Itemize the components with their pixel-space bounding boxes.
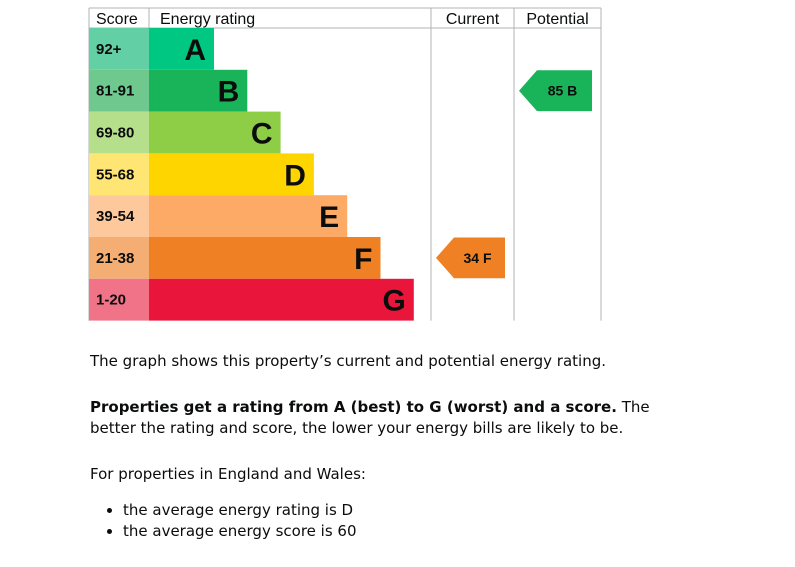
band-score-label: 55-68 (96, 166, 134, 183)
header-energy-rating: Energy rating (160, 11, 255, 28)
chart-description: The graph shows this property’s current … (90, 352, 606, 370)
band-score-label: 39-54 (96, 208, 135, 225)
band-bar-b (149, 69, 248, 112)
band-letter-label: G (382, 285, 405, 318)
band-score-cell-b (89, 69, 149, 112)
band-bar-a (149, 28, 214, 70)
band-bar-c (149, 111, 281, 154)
band-bar-g (149, 278, 414, 321)
rating-explanation-strong: Properties get a rating from A (best) to… (90, 398, 617, 416)
band-score-cell-a (89, 28, 149, 70)
band-score-cell-e (89, 195, 149, 237)
band-score-label: 21-38 (96, 250, 134, 267)
band-bar-f (149, 237, 381, 279)
header-potential: Potential (526, 11, 588, 28)
average-score-item: the average energy score is 60 (123, 521, 357, 542)
rating-explanation: Properties get a rating from A (best) to… (90, 397, 650, 439)
header-current: Current (446, 11, 500, 28)
band-score-cell-c (89, 111, 149, 154)
band-letter-label: A (184, 34, 206, 67)
band-score-cell-d (89, 153, 149, 196)
potential-rating-arrow (519, 70, 592, 112)
band-letter-label: C (251, 118, 273, 151)
band-score-label: 69-80 (96, 125, 134, 142)
band-letter-label: D (284, 159, 306, 192)
band-score-label: 1-20 (96, 292, 126, 309)
band-letter-label: E (319, 201, 339, 234)
header-score: Score (96, 11, 138, 28)
potential-rating-label: 85 B (548, 83, 578, 99)
current-rating-label: 34 F (463, 250, 491, 266)
band-letter-label: F (354, 243, 372, 276)
rating-explanation-rest: The better the rating and score, the low… (90, 398, 650, 437)
band-letter-label: B (218, 76, 240, 109)
current-rating-arrow (436, 237, 505, 279)
band-score-label: 81-91 (96, 83, 134, 100)
rating-pointers: 34 F 85 B (436, 70, 592, 279)
energy-rating-chart: 92+ A81-91 B69-80 C55-68 D39-54 E21-38 F1-20 G … (88, 7, 602, 321)
band-bar-d (149, 153, 314, 196)
rating-bands: 92+ A 81-91 B 69-80 C 55-68 D 39-54 E 21-38 F 1-20 G (89, 28, 414, 321)
band-score-cell-g (89, 278, 149, 321)
average-list: the average energy rating is D the avera… (90, 500, 357, 542)
average-rating-item: the average energy rating is D (123, 500, 357, 521)
band-score-cell-f (89, 237, 149, 279)
band-score-label: 92+ (96, 41, 122, 58)
england-wales-intro: For properties in England and Wales: (90, 465, 366, 483)
chart-headers: Score Energy rating Current Potential (96, 11, 589, 28)
band-bar-e (149, 195, 348, 237)
